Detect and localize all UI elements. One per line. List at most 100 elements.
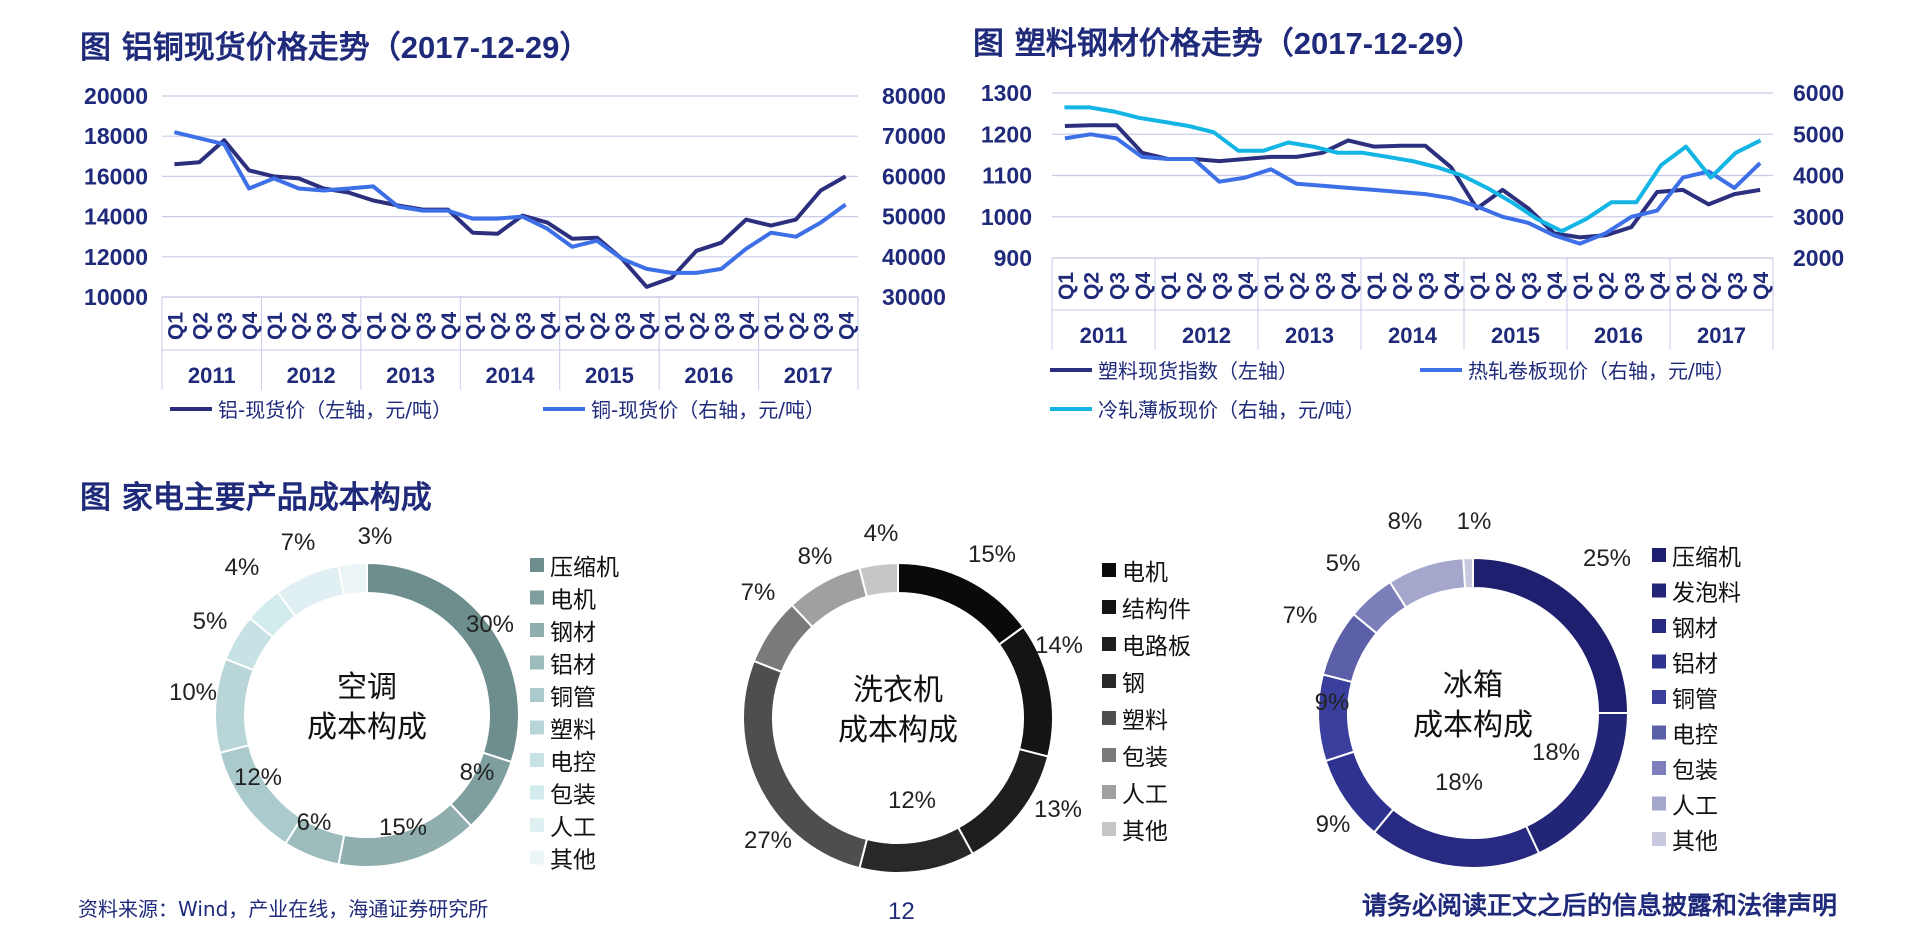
washer-legend-label: 人工	[1122, 782, 1168, 808]
chart1-right-tick-label: 40000	[882, 244, 946, 270]
ac-legend-swatch	[530, 688, 544, 702]
chart1-left-tick-label: 20000	[84, 83, 148, 109]
fridge-percent-label: 8%	[1388, 508, 1423, 535]
fridge-legend-label: 压缩机	[1672, 545, 1741, 571]
chart2-quarter-label: Q2	[1390, 272, 1413, 300]
chart1-quarter-label: Q1	[264, 312, 287, 340]
chart2-quarter-label: Q2	[1081, 272, 1104, 300]
ac-percent-label: 4%	[225, 554, 260, 581]
washer-legend-label: 塑料	[1122, 708, 1168, 734]
chart1-quarter-label: Q2	[686, 312, 709, 340]
chart1-quarter-label: Q2	[587, 312, 610, 340]
fridge-percent-label: 18%	[1435, 769, 1483, 796]
washer-percent-label: 7%	[741, 579, 776, 606]
chart1-quarter-label: Q4	[338, 312, 361, 340]
chart1-year-label: 2011	[188, 363, 236, 388]
washer-percent-label: 13%	[1034, 796, 1082, 823]
washer-percent-label: 8%	[798, 543, 833, 570]
chart2-title-date: （2017-12-29）	[1262, 26, 1484, 61]
chart2-quarter-label: Q2	[1493, 272, 1516, 300]
chart1-year-label: 2017	[784, 363, 833, 388]
ac-percent-label: 6%	[297, 809, 332, 836]
chart1-right-tick-label: 60000	[882, 163, 946, 189]
fridge-legend-label: 钢材	[1672, 616, 1718, 642]
fridge-legend-swatch	[1652, 548, 1666, 562]
ac-legend-swatch	[530, 850, 544, 865]
chart1-right-tick-label: 50000	[882, 204, 946, 230]
chart1-title: 图 铝铜现货价格走势（2017-12-29）	[80, 22, 590, 67]
chart2-title-text: 图 塑料钢材价格走势	[973, 26, 1263, 62]
chart2-legend-label: 塑料现货指数（左轴）	[1098, 359, 1298, 383]
chart2-year-label: 2016	[1594, 323, 1643, 348]
fridge-percent-label: 9%	[1316, 811, 1351, 838]
ac-legend-label: 包装	[550, 783, 596, 809]
chart2-quarter-label: Q1	[1364, 272, 1387, 300]
chart2-quarter-label: Q1	[1570, 272, 1593, 300]
fridge-percent-label: 1%	[1457, 508, 1492, 535]
chart2-quarter-label: Q1	[1467, 272, 1490, 300]
chart2-right-tick-label: 4000	[1793, 163, 1844, 189]
chart2-year-label: 2015	[1491, 323, 1540, 348]
fridge-legend-label: 铜管	[1672, 687, 1718, 713]
chart1-left-tick-label: 12000	[84, 244, 148, 270]
chart2-right-tick-label: 2000	[1793, 245, 1844, 271]
fridge-legend-swatch	[1652, 725, 1666, 740]
fridge-percent-label: 5%	[1326, 550, 1361, 577]
chart2-year-label: 2013	[1285, 323, 1334, 348]
fridge-legend-swatch	[1652, 832, 1666, 846]
chart1-quarter-label: Q2	[189, 312, 212, 340]
fridge-slice-9	[1462, 556, 1474, 590]
chart1-quarter-label: Q1	[562, 312, 585, 340]
fridge-legend-label: 其他	[1672, 829, 1718, 855]
chart2-series-line-2	[1064, 132, 1762, 246]
fridge-percent-label: 25%	[1583, 545, 1631, 572]
fridge-legend-swatch	[1652, 654, 1666, 669]
fridge-center-label: 成本构成	[1413, 708, 1533, 743]
page-number: 12	[888, 898, 915, 925]
ac-slice-5	[218, 744, 304, 845]
chart2-left-tick-label: 1000	[981, 204, 1032, 230]
washer-slice-7	[790, 566, 869, 629]
washer-legend-swatch	[1102, 711, 1116, 725]
ac-legend-label: 人工	[550, 815, 596, 841]
chart1-left-tick-label: 18000	[84, 123, 148, 149]
washer-legend-label: 电路板	[1122, 634, 1191, 660]
fridge-percent-label: 9%	[1315, 689, 1350, 716]
fridge-slice-2	[1524, 712, 1630, 855]
ac-legend-swatch	[530, 623, 544, 637]
ac-slice-6	[214, 657, 255, 755]
chart2-quarter-label: Q4	[1441, 272, 1464, 300]
chart1-quarter-label: Q4	[637, 312, 660, 340]
chart2-quarter-label: Q1	[1673, 272, 1696, 300]
chart2-quarter-label: Q4	[1132, 272, 1155, 300]
chart2-quarter-label: Q2	[1287, 272, 1310, 300]
chart1-quarter-label: Q3	[314, 312, 337, 340]
washer-legend-swatch	[1102, 748, 1116, 762]
chart1-quarter-label: Q2	[488, 312, 511, 340]
ac-percent-label: 12%	[234, 764, 282, 791]
chart1-left-tick-label: 14000	[84, 204, 148, 230]
washer-slice-4	[858, 826, 975, 874]
ac-legend-swatch	[530, 753, 544, 767]
chart2-left-tick-label: 1200	[981, 121, 1032, 147]
chart2-quarter-label: Q4	[1235, 272, 1258, 300]
chart1-quarter-label: Q3	[413, 312, 436, 340]
chart1-quarter-label: Q4	[239, 312, 262, 340]
chart2-quarter-label: Q3	[1621, 272, 1644, 300]
fridge-slice-3	[1372, 807, 1541, 869]
chart2-title: 图 塑料钢材价格走势（2017-12-29）	[973, 18, 1483, 63]
chart1-quarter-label: Q4	[537, 312, 560, 340]
source-note: 资料来源：Wind，产业在线，海通证券研究所	[78, 897, 489, 921]
chart1-quarter-label: Q4	[736, 312, 759, 340]
chart2-left-tick-label: 1100	[982, 163, 1032, 189]
washer-percent-label: 12%	[888, 787, 936, 814]
washer-legend-swatch	[1102, 674, 1116, 688]
ac-percent-label: 8%	[460, 759, 495, 786]
chart2-quarter-label: Q2	[1184, 272, 1207, 300]
chart2-quarter-label: Q2	[1596, 272, 1619, 300]
chart2-quarter-label: Q4	[1750, 272, 1773, 300]
chart2-right-tick-label: 6000	[1793, 80, 1844, 106]
fridge-slice-5	[1317, 673, 1356, 763]
ac-center-label: 空调	[337, 670, 397, 705]
